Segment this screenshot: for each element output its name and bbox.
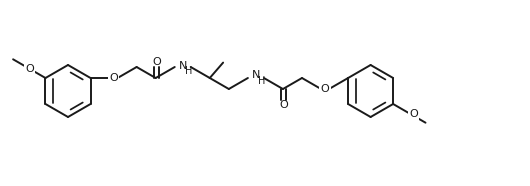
Text: O: O — [152, 57, 161, 67]
Text: H: H — [185, 66, 192, 76]
Text: O: O — [279, 100, 288, 110]
Text: O: O — [321, 84, 330, 94]
Text: O: O — [25, 64, 34, 74]
Text: O: O — [409, 109, 418, 119]
Text: N: N — [179, 61, 187, 71]
Text: H: H — [258, 76, 266, 86]
Text: O: O — [109, 73, 118, 83]
Text: N: N — [252, 70, 260, 80]
